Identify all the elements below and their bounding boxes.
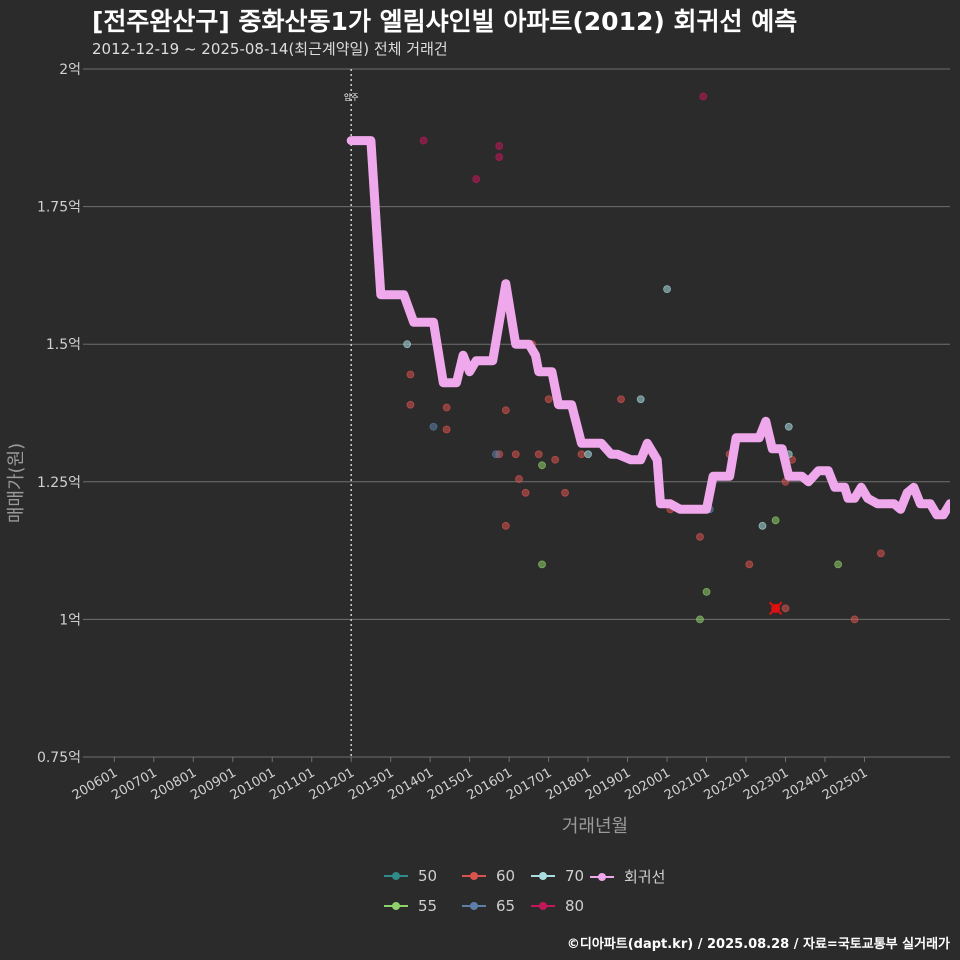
point-80 xyxy=(495,153,504,161)
y-tick-label: 1.25억 xyxy=(37,475,81,491)
legend-key-icon xyxy=(460,866,488,886)
point-60 xyxy=(551,455,560,464)
legend-point xyxy=(539,902,547,910)
x-axis-title: 거래년월 xyxy=(562,816,628,837)
legend-point xyxy=(392,902,400,910)
point-70 xyxy=(663,285,671,294)
y-tick-label: 1.75억 xyxy=(37,200,81,216)
y-tick-label: 1.5억 xyxy=(46,337,81,353)
point-80 xyxy=(495,142,504,150)
point-60 xyxy=(406,400,415,409)
legend-point xyxy=(598,872,606,881)
legend-label: 55 xyxy=(418,897,438,915)
point-70 xyxy=(584,450,592,459)
point-55 xyxy=(702,587,711,596)
legend-label: 50 xyxy=(418,867,438,885)
point-70 xyxy=(784,422,793,431)
point-60 xyxy=(406,370,415,379)
legend-label: 60 xyxy=(496,867,516,885)
legend-key-icon xyxy=(382,866,410,886)
move-in-label: 입주 xyxy=(344,93,359,102)
legend-point xyxy=(470,872,478,880)
point-70 xyxy=(636,395,645,404)
point-80 xyxy=(699,92,708,101)
point-80 xyxy=(472,175,481,183)
legend-label: 70 xyxy=(565,867,585,885)
point-55 xyxy=(696,615,704,624)
highlight-cross xyxy=(768,601,783,616)
point-60 xyxy=(617,395,625,404)
point-60 xyxy=(696,532,704,541)
point-65 xyxy=(492,450,500,459)
legend-item-50: 50 xyxy=(382,866,437,886)
legend-point xyxy=(470,902,478,910)
legend-label: 80 xyxy=(565,897,585,915)
legend-point xyxy=(392,872,400,880)
point-60 xyxy=(515,475,523,483)
point-60 xyxy=(442,403,451,412)
point-60 xyxy=(534,450,543,459)
point-60 xyxy=(501,406,510,415)
point-55 xyxy=(538,560,546,569)
y-tick-label: 1억 xyxy=(59,612,81,628)
legend-key-icon xyxy=(460,896,488,916)
point-65 xyxy=(429,422,438,431)
point-60 xyxy=(561,488,569,497)
point-60 xyxy=(501,521,510,530)
point-60 xyxy=(577,450,586,459)
point-60 xyxy=(511,450,520,459)
point-60 xyxy=(442,425,451,434)
legend-key-icon xyxy=(529,866,557,886)
legend-key-icon xyxy=(529,896,557,916)
source-caption: ©디아파트(dapt.kr) / 2025.08.28 / 자료=국토교통부 실… xyxy=(566,937,950,952)
point-55 xyxy=(771,516,780,525)
point-80 xyxy=(419,136,428,145)
point-60 xyxy=(521,488,530,497)
legend-item-70: 70 xyxy=(529,866,584,886)
point-70 xyxy=(403,340,412,349)
legend-key-icon xyxy=(382,896,410,916)
legend-item-55: 55 xyxy=(382,896,437,916)
point-70 xyxy=(758,521,767,530)
legend-label: 65 xyxy=(496,897,516,915)
y-axis-title: 매매가(원) xyxy=(6,443,27,523)
legend-point xyxy=(539,872,547,880)
chart-subtitle: 2012-12-19 ~ 2025-08-14(최근계약일) 전체 거래건 xyxy=(92,40,448,58)
point-55 xyxy=(834,560,843,569)
point-60 xyxy=(544,395,553,404)
point-60 xyxy=(850,615,859,624)
legend-item-60: 60 xyxy=(460,866,515,886)
point-60 xyxy=(781,604,790,613)
legend-key-icon xyxy=(588,867,616,887)
legend-item-80: 80 xyxy=(529,896,584,916)
x-tick-label: 202501 xyxy=(820,765,870,803)
regression-line xyxy=(346,136,950,520)
legend-label: 회귀선 xyxy=(624,868,666,886)
point-55 xyxy=(538,461,546,470)
chart-title: [전주완산구] 중화산동1가 엘림샤인빌 아파트(2012) 회귀선 예측 xyxy=(92,7,798,36)
point-60 xyxy=(877,549,885,558)
y-tick-label: 0.75억 xyxy=(37,750,81,766)
point-60 xyxy=(745,560,754,569)
legend-item-regression: 회귀선 xyxy=(588,866,665,887)
legend-item-65: 65 xyxy=(460,896,515,916)
y-tick-label: 2억 xyxy=(59,62,81,78)
